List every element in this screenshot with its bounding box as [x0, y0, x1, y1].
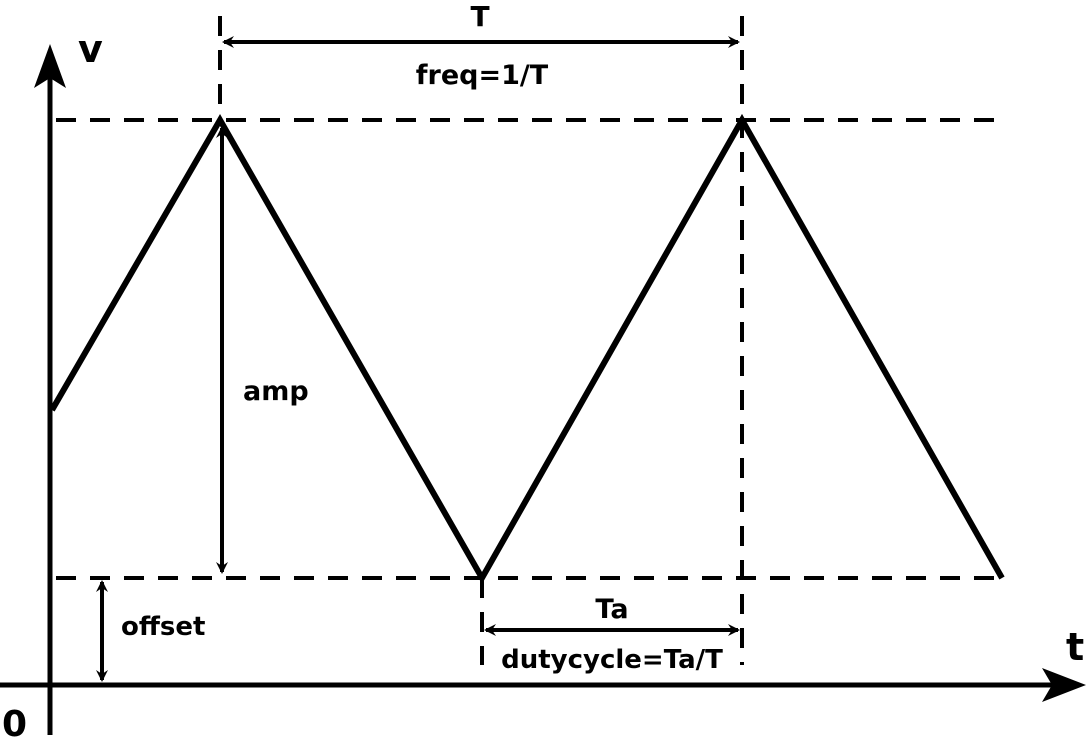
v-axis-arrowhead	[34, 44, 66, 88]
origin-label: 0	[2, 704, 27, 745]
t-axis-arrowhead	[1042, 668, 1086, 702]
v-axis-label: v	[78, 27, 103, 71]
offset-label: offset	[121, 612, 205, 642]
amp-label: amp	[243, 376, 309, 407]
triangle-waveform	[49, 113, 1005, 585]
ta-label: Ta	[595, 594, 628, 625]
dutycycle-label: dutycycle=Ta/T	[501, 645, 723, 675]
t-axis-label: t	[1066, 625, 1084, 669]
freq-label: freq=1/T	[416, 60, 549, 91]
period-label: T	[470, 0, 489, 33]
